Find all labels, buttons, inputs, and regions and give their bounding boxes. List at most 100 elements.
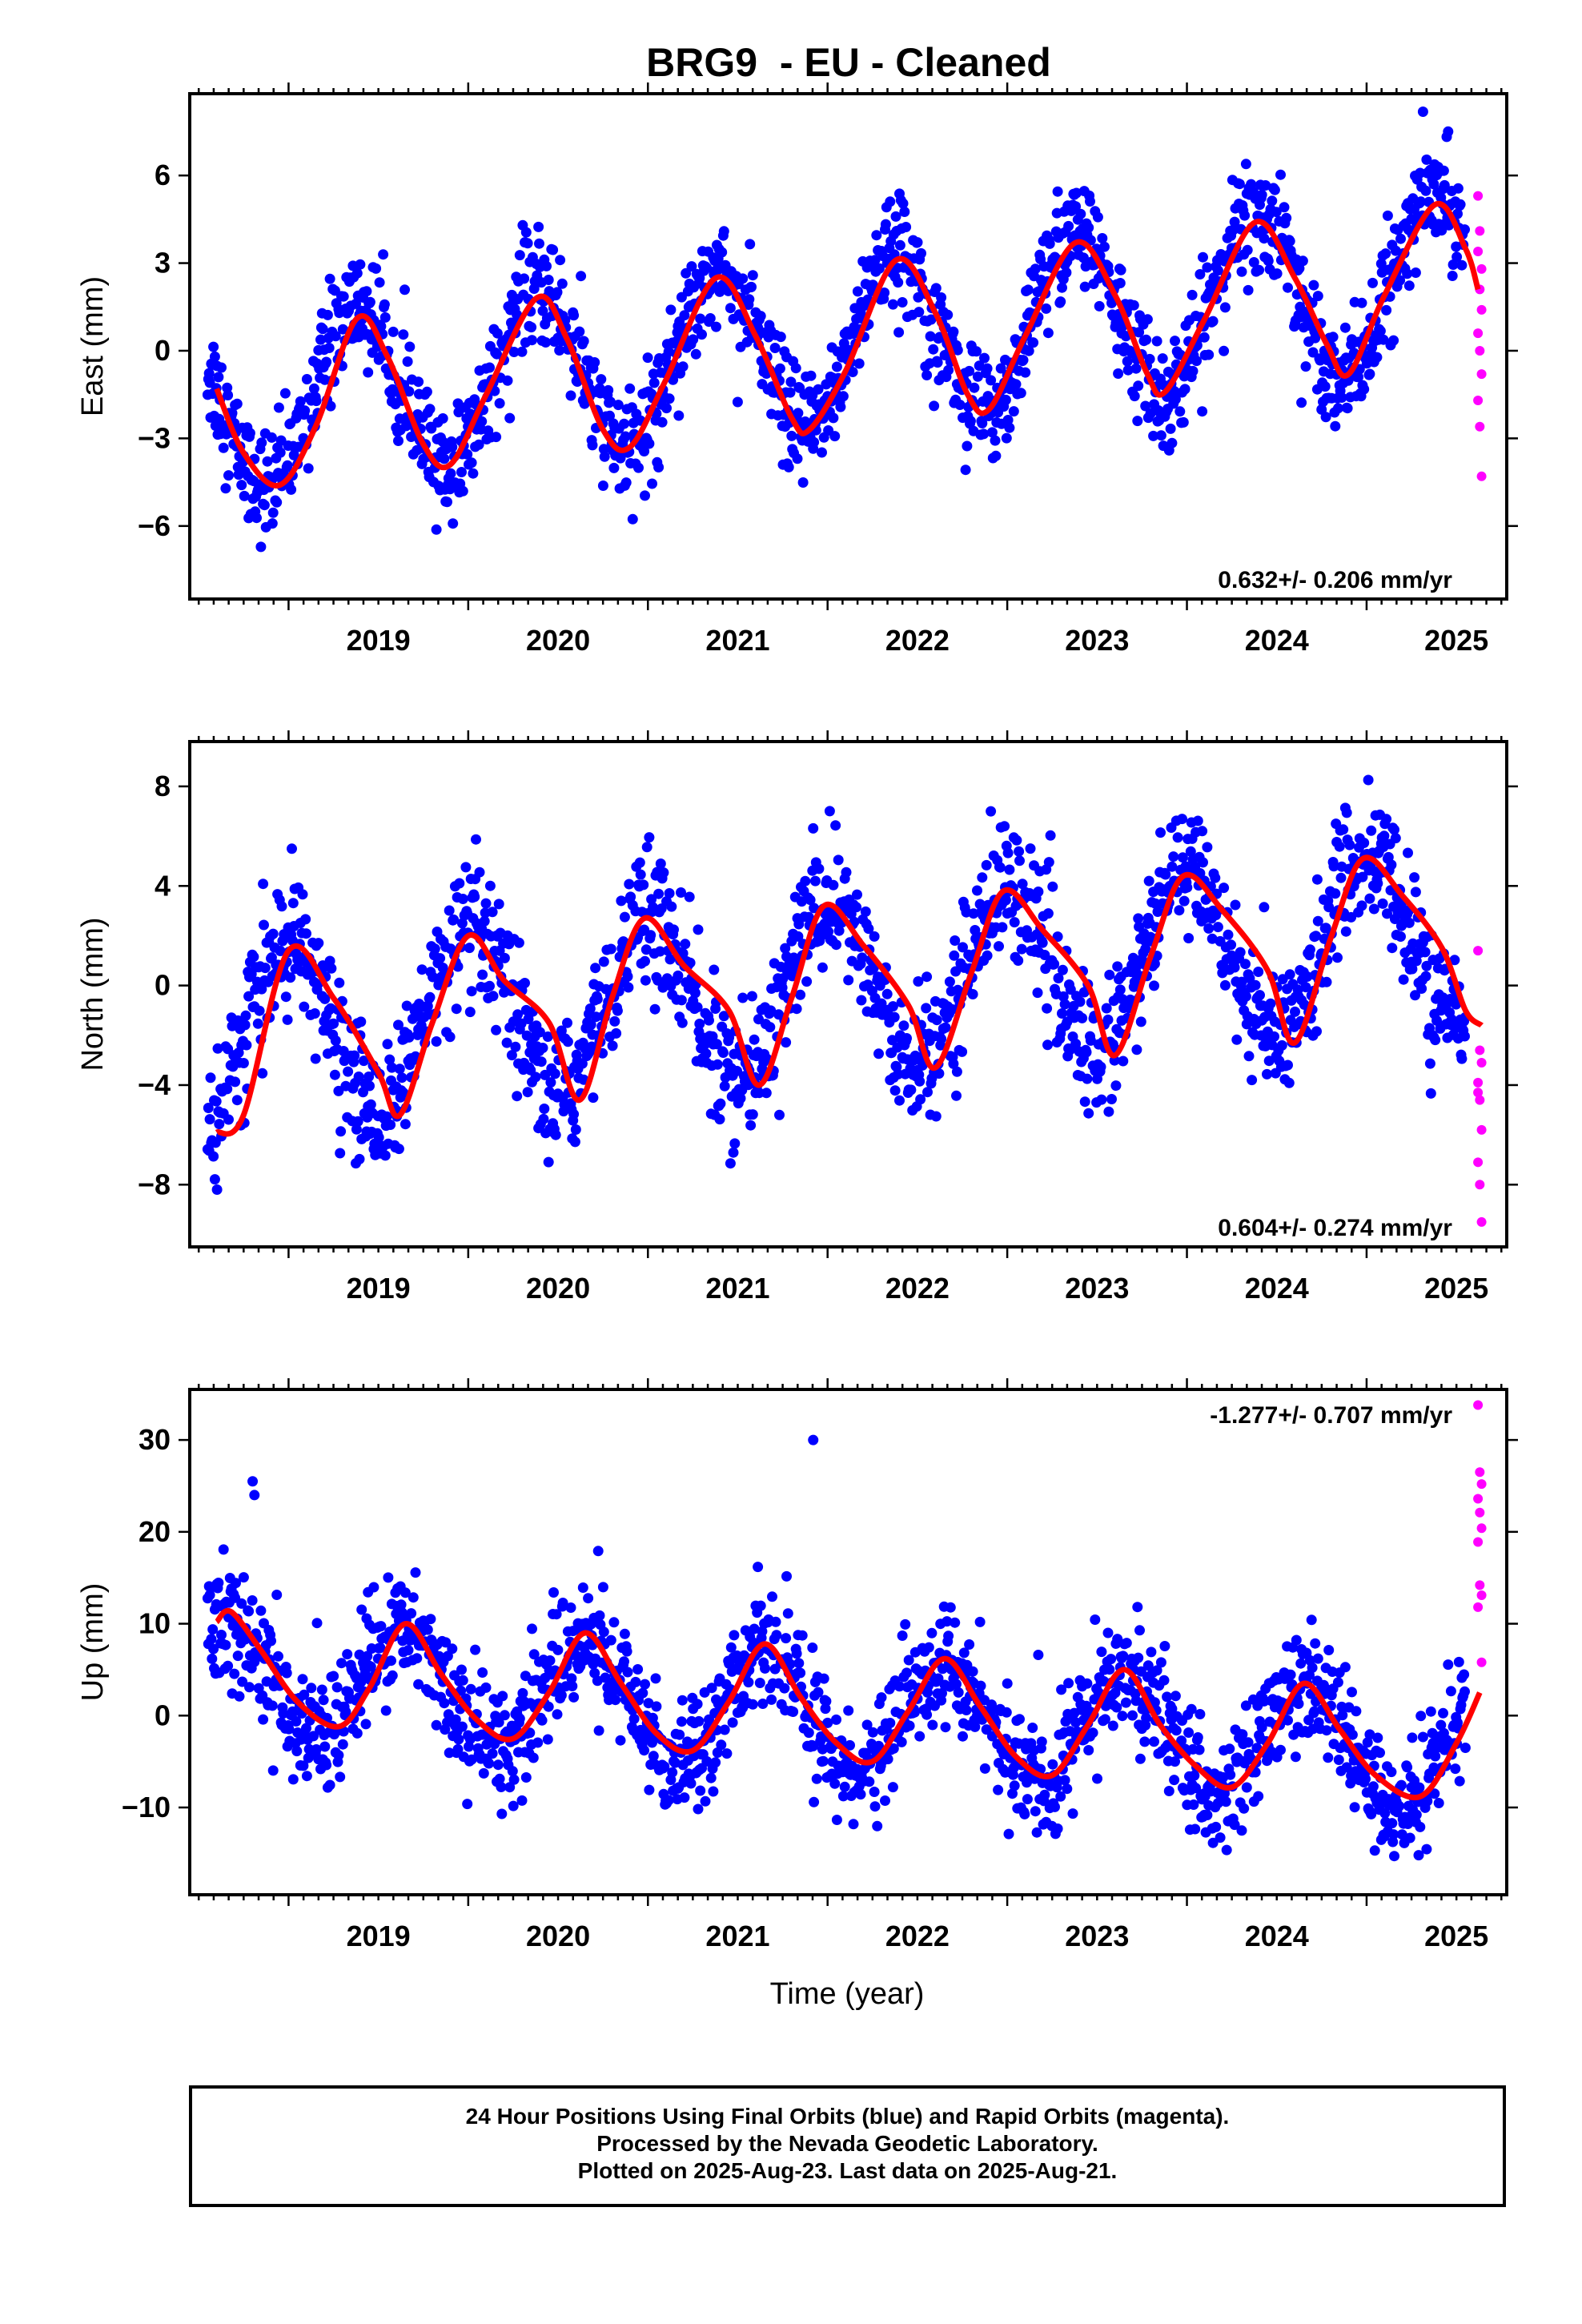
up-final-point <box>453 1734 464 1745</box>
up-final-point <box>223 1660 234 1671</box>
east-final-point <box>578 336 589 347</box>
up-final-point <box>667 1767 678 1778</box>
east-final-point <box>1219 345 1230 356</box>
north-final-point <box>724 1032 735 1043</box>
north-final-point <box>590 963 601 974</box>
east-final-point <box>690 348 701 360</box>
north-final-point <box>285 972 296 983</box>
east-final-point <box>681 267 692 279</box>
east-final-point <box>295 396 306 407</box>
up-final-point <box>1224 1743 1235 1755</box>
up-final-point <box>605 1634 616 1646</box>
up-final-point <box>693 1715 705 1727</box>
east-final-point <box>203 368 215 379</box>
up-final-point <box>861 1719 873 1731</box>
up-final-point <box>301 1723 311 1734</box>
north-final-point <box>1114 984 1126 995</box>
east-final-point <box>1075 208 1086 219</box>
north-final-point <box>1037 937 1048 948</box>
north-final-point <box>513 937 524 948</box>
east-final-point <box>462 448 473 460</box>
north-x-tick-label: 2023 <box>1065 1272 1129 1305</box>
north-final-point <box>641 842 652 853</box>
east-rapid-point <box>1475 421 1485 432</box>
east-final-point <box>1071 187 1082 199</box>
up-final-point <box>1130 1695 1142 1707</box>
east-final-point <box>986 427 998 438</box>
north-final-point <box>538 1113 549 1124</box>
up-final-point <box>375 1642 386 1654</box>
up-final-point <box>1158 1675 1170 1686</box>
north-final-point <box>1155 827 1166 838</box>
north-final-point <box>309 1008 320 1019</box>
east-final-point <box>1234 179 1245 190</box>
up-final-point <box>632 1664 644 1675</box>
up-final-point <box>400 1587 411 1598</box>
up-final-point <box>499 1710 510 1721</box>
north-final-point <box>257 1068 268 1079</box>
north-final-point <box>1185 846 1196 857</box>
north-final-point <box>238 1058 249 1068</box>
east-final-point <box>1320 412 1331 423</box>
east-final-point <box>1267 195 1278 207</box>
north-final-point <box>1357 871 1368 883</box>
east-final-point <box>491 432 502 443</box>
north-final-point <box>300 914 311 925</box>
north-final-point <box>353 1072 364 1082</box>
north-final-point <box>684 891 695 903</box>
east-final-point <box>1297 255 1308 267</box>
north-final-point <box>761 1088 772 1099</box>
east-final-point <box>828 412 839 424</box>
north-final-point <box>1118 1055 1129 1067</box>
east-final-point <box>1395 233 1406 244</box>
east-final-point <box>668 374 679 385</box>
up-final-point <box>516 1795 528 1806</box>
north-final-point <box>386 1062 397 1073</box>
up-final-point <box>287 1706 298 1717</box>
east-final-point <box>1256 189 1267 200</box>
north-final-point <box>520 978 530 988</box>
north-rate-label: 0.604+/- 0.274 mm/yr <box>1218 1215 1452 1241</box>
north-final-point <box>334 977 345 988</box>
east-final-point <box>426 423 437 434</box>
up-final-point <box>926 1627 938 1638</box>
north-final-point <box>1403 917 1415 928</box>
east-final-point <box>1283 282 1293 293</box>
north-final-point <box>1074 996 1086 1007</box>
up-final-point <box>487 1748 498 1759</box>
east-final-point <box>1403 280 1415 292</box>
up-final-point <box>1151 1665 1162 1676</box>
north-final-point <box>208 1151 219 1162</box>
up-final-point <box>710 1757 721 1768</box>
east-final-point <box>1057 282 1067 293</box>
north-final-point <box>1341 807 1352 818</box>
north-final-point <box>718 1011 729 1022</box>
east-final-point <box>402 356 413 367</box>
east-final-point <box>236 480 247 491</box>
east-final-point <box>1417 107 1428 117</box>
up-final-point <box>1062 1783 1073 1795</box>
panel-north: 2019 2020 2021 2022 2023 2024 2025−8−4048North… <box>76 730 1518 1305</box>
north-final-point <box>464 1007 476 1018</box>
up-final-point <box>771 1630 782 1641</box>
up-final-point <box>970 1721 981 1732</box>
up-final-point <box>817 1743 828 1755</box>
north-final-point <box>1106 1094 1117 1104</box>
north-final-point <box>930 1111 942 1122</box>
up-final-point <box>766 1694 777 1705</box>
north-final-point <box>830 820 841 831</box>
east-final-point <box>775 332 786 343</box>
up-final-point <box>1001 1707 1012 1718</box>
north-final-point <box>1253 967 1264 977</box>
east-final-point <box>552 287 563 298</box>
north-final-point <box>222 1084 233 1095</box>
north-final-point <box>1143 875 1154 887</box>
east-final-point <box>1212 265 1223 276</box>
north-final-point <box>1112 961 1123 972</box>
up-final-point <box>755 1600 766 1611</box>
up-final-point <box>593 1725 604 1736</box>
north-final-point <box>1230 899 1241 911</box>
north-final-point <box>1259 902 1270 913</box>
east-rapid-point <box>1473 395 1484 405</box>
north-final-point <box>592 994 603 1005</box>
